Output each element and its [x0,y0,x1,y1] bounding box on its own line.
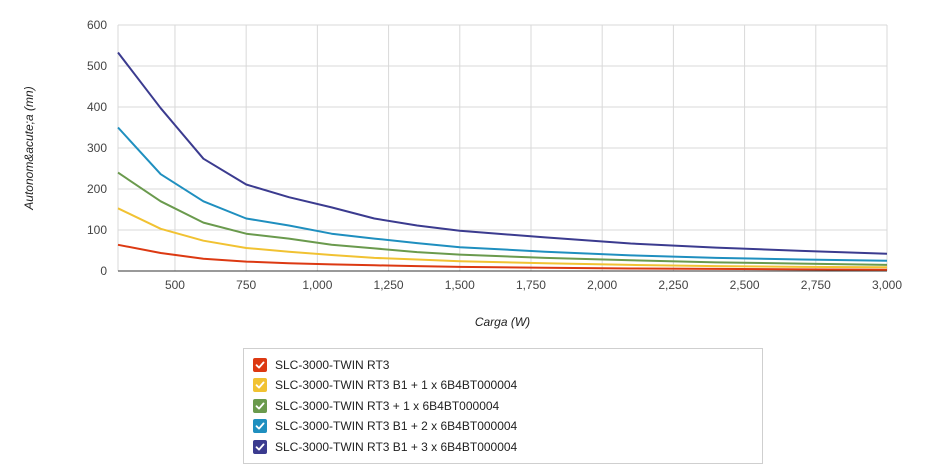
legend-item[interactable]: SLC-3000-TWIN RT3 B1 + 1 x 6B4BT000004 [253,377,517,394]
y-tick-label: 300 [87,141,107,155]
x-tick-label: 750 [236,278,256,292]
checkbox-icon[interactable] [253,398,267,413]
series-line [117,243,888,271]
legend-label: SLC-3000-TWIN RT3 + 1 x 6B4BT000004 [275,398,500,413]
x-tick-label: 2,750 [801,278,831,292]
legend-item[interactable]: SLC-3000-TWIN RT3 + 1 x 6B4BT000004 [253,397,499,414]
y-tick-label: 200 [87,182,107,196]
x-tick-label: 500 [165,278,185,292]
x-tick-label: 1,500 [445,278,475,292]
x-axis-title: Carga (W) [475,315,530,329]
x-tick-label: 3,000 [872,278,902,292]
x-tick-label: 2,000 [587,278,617,292]
y-tick-label: 500 [87,59,107,73]
gridlines [118,24,888,272]
checkbox-icon[interactable] [253,378,267,392]
x-tick-label: 1,750 [516,278,546,292]
legend-label: SLC-3000-TWIN RT3 B1 + 2 x 6B4BT000004 [275,419,518,433]
series-line [117,207,888,269]
series-lines [117,51,888,271]
tick-labels: 0 100 200 300 400 500 600 500 750 1,000 1,250 1,500… [87,18,902,292]
legend-label: SLC-3000-TWIN RT3 [275,357,390,372]
x-tick-label: 1,000 [302,278,332,292]
series-line [117,126,888,262]
line-chart: 0 100 200 300 400 500 600 500 750 1,000 1,250 1,500… [22,18,902,329]
legend-label: SLC-3000-TWIN RT3 B1 + 1 x 6B4BT000004 [275,378,518,392]
legend-item[interactable]: SLC-3000-TWIN RT3 [253,356,389,373]
legend-label: SLC-3000-TWIN RT3 B1 + 3 x 6B4BT000004 [275,439,518,454]
y-tick-label: 400 [87,100,107,114]
legend-item[interactable]: SLC-3000-TWIN RT3 B1 + 2 x 6B4BT000004 [253,418,517,435]
legend: SLC-3000-TWIN RT3 SLC-3000-TWIN RT3 B1 + … [243,348,763,464]
series-line [117,171,888,266]
axes [117,25,887,272]
x-tick-label: 1,250 [374,278,404,292]
checkbox-icon[interactable] [253,357,267,372]
legend-item[interactable]: SLC-3000-TWIN RT3 B1 + 3 x 6B4BT000004 [253,438,517,455]
y-axis-title: Autonom&acute;a (mn) [22,86,36,210]
x-tick-label: 2,500 [730,278,760,292]
y-tick-label: 100 [87,223,107,237]
x-tick-label: 2,250 [658,278,688,292]
checkbox-icon[interactable] [253,419,267,433]
checkbox-icon[interactable] [253,439,267,454]
y-tick-label: 0 [100,264,107,278]
y-tick-label: 600 [87,18,107,32]
series-line [117,51,888,255]
